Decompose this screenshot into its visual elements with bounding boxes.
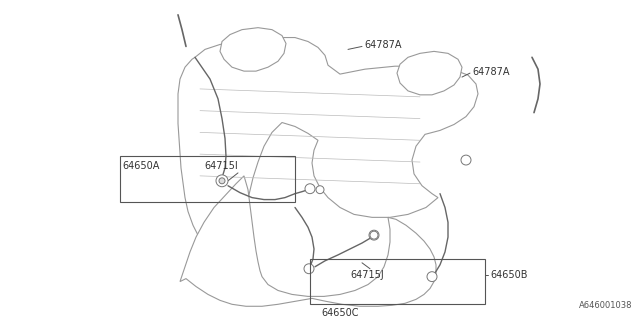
Circle shape [219,178,225,184]
Text: 64787A: 64787A [364,40,401,51]
Polygon shape [178,37,478,282]
Bar [310,259,485,304]
Polygon shape [220,28,286,71]
Text: 64715J: 64715J [350,270,384,280]
Circle shape [316,186,324,194]
Circle shape [304,264,314,274]
Circle shape [305,184,315,194]
Text: 64650B: 64650B [490,270,527,280]
Text: 64650A: 64650A [122,161,159,171]
Bar [120,156,295,202]
Circle shape [461,155,471,165]
Text: 64650C: 64650C [321,308,359,318]
Text: 64715I: 64715I [204,161,237,171]
Polygon shape [180,176,436,306]
Circle shape [427,272,437,282]
Circle shape [370,231,378,239]
Text: A646001038: A646001038 [579,301,632,310]
Circle shape [369,230,379,240]
Text: 64787A: 64787A [472,67,509,77]
Circle shape [216,175,228,187]
Polygon shape [397,52,462,95]
